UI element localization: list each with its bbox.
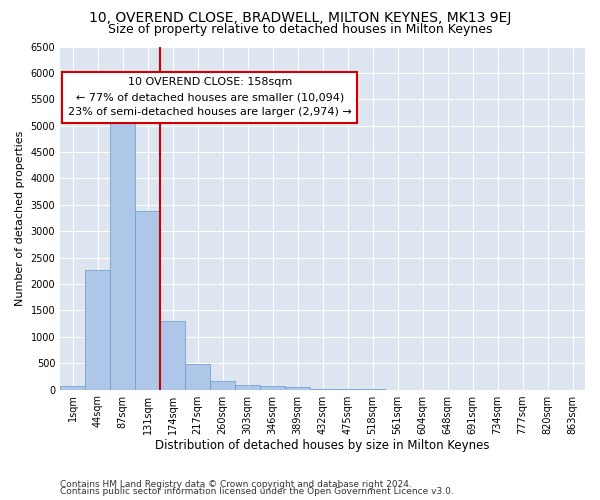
Bar: [160, 322, 185, 390]
Bar: [260, 386, 285, 390]
Y-axis label: Number of detached properties: Number of detached properties: [15, 130, 25, 306]
Text: 10 OVEREND CLOSE: 158sqm
← 77% of detached houses are smaller (10,094)
23% of se: 10 OVEREND CLOSE: 158sqm ← 77% of detach…: [68, 78, 352, 117]
Text: Contains HM Land Registry data © Crown copyright and database right 2024.: Contains HM Land Registry data © Crown c…: [60, 480, 412, 489]
Bar: [310, 389, 335, 390]
Bar: [235, 385, 260, 390]
Bar: [285, 388, 310, 390]
Bar: [135, 210, 160, 390]
Bar: [185, 364, 210, 390]
Text: 10, OVEREND CLOSE, BRADWELL, MILTON KEYNES, MK13 9EJ: 10, OVEREND CLOSE, BRADWELL, MILTON KEYN…: [89, 11, 511, 25]
X-axis label: Distribution of detached houses by size in Milton Keynes: Distribution of detached houses by size …: [155, 440, 490, 452]
Text: Size of property relative to detached houses in Milton Keynes: Size of property relative to detached ho…: [108, 22, 492, 36]
Text: Contains public sector information licensed under the Open Government Licence v3: Contains public sector information licen…: [60, 487, 454, 496]
Bar: [210, 381, 235, 390]
Bar: [110, 104, 135, 390]
Bar: [85, 270, 110, 390]
Bar: [60, 386, 85, 390]
